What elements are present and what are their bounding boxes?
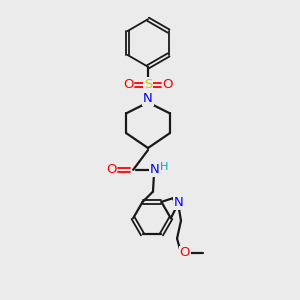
Text: S: S	[144, 78, 152, 91]
Text: N: N	[143, 92, 153, 105]
Text: O: O	[180, 246, 190, 259]
Text: H: H	[160, 162, 168, 172]
Text: O: O	[163, 78, 173, 91]
Text: O: O	[106, 163, 117, 176]
Text: N: N	[150, 163, 160, 176]
Text: O: O	[123, 78, 134, 91]
Text: N: N	[174, 196, 184, 209]
